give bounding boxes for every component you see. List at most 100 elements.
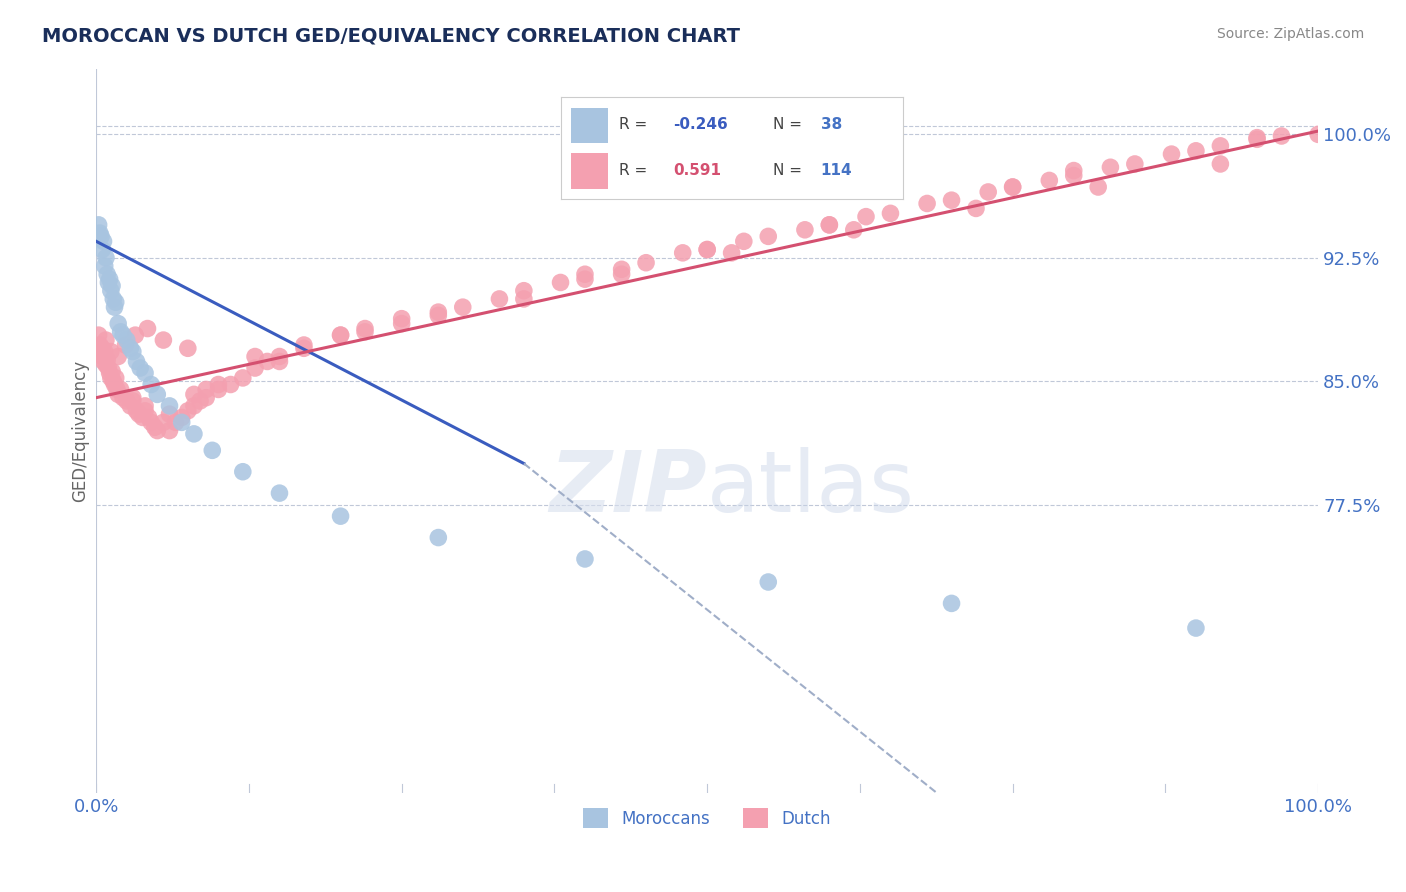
Point [103, 377, 125, 392]
Point [97, 361, 120, 376]
Point [97, 276, 120, 290]
Point [170, 415, 193, 429]
Point [94, 251, 117, 265]
Point [818, 218, 841, 232]
Point [103, 292, 125, 306]
Point [146, 424, 169, 438]
Point [121, 344, 143, 359]
Point [232, 371, 254, 385]
Point [195, 391, 218, 405]
Point [427, 305, 450, 319]
Point [112, 328, 135, 343]
Point [243, 361, 266, 376]
Text: atlas: atlas [707, 447, 915, 530]
Point [1160, 147, 1182, 161]
Point [329, 328, 352, 343]
Point [574, 552, 596, 566]
Point [134, 399, 156, 413]
Point [138, 410, 160, 425]
Point [1001, 180, 1024, 194]
Point [427, 309, 450, 323]
Point [879, 206, 901, 220]
Point [243, 350, 266, 364]
Point [391, 317, 413, 331]
Point [696, 243, 718, 257]
Point [159, 399, 181, 413]
Point [93, 354, 115, 368]
Point [354, 321, 377, 335]
Point [94, 358, 117, 372]
Point [207, 377, 229, 392]
Point [100, 344, 122, 359]
Point [636, 256, 658, 270]
Point [103, 300, 125, 314]
Point [91, 350, 114, 364]
Point [1308, 128, 1330, 142]
Point [965, 202, 987, 216]
Point [146, 387, 169, 401]
Point [733, 235, 755, 249]
Point [329, 328, 352, 343]
Point [110, 325, 132, 339]
Text: ZIP: ZIP [550, 447, 707, 530]
Point [1246, 132, 1268, 146]
Point [141, 377, 163, 392]
Point [101, 364, 124, 378]
Point [100, 371, 122, 385]
Point [1209, 157, 1232, 171]
Point [165, 415, 187, 429]
Point [915, 196, 938, 211]
Point [219, 377, 242, 392]
Point [93, 344, 115, 359]
Point [121, 391, 143, 405]
Point [188, 394, 211, 409]
Point [201, 443, 224, 458]
Point [977, 185, 1000, 199]
Point [124, 328, 146, 343]
Point [1099, 161, 1122, 175]
Point [207, 383, 229, 397]
Point [183, 387, 205, 401]
Point [354, 325, 377, 339]
Point [1246, 130, 1268, 145]
Point [141, 415, 163, 429]
Point [177, 341, 200, 355]
Point [269, 354, 291, 368]
Point [696, 243, 718, 257]
Point [177, 404, 200, 418]
Point [610, 262, 633, 277]
Point [104, 371, 127, 385]
Point [114, 338, 136, 352]
Point [91, 243, 114, 257]
Point [1038, 173, 1060, 187]
Point [90, 229, 112, 244]
Point [1087, 180, 1109, 194]
Point [115, 394, 138, 409]
Point [391, 311, 413, 326]
Point [98, 272, 121, 286]
Point [292, 341, 315, 355]
Point [1063, 169, 1085, 183]
Point [855, 210, 877, 224]
Point [269, 486, 291, 500]
Point [756, 574, 779, 589]
Point [842, 223, 865, 237]
Point [427, 531, 450, 545]
Point [104, 295, 127, 310]
Point [513, 284, 536, 298]
Point [256, 354, 278, 368]
Point [610, 267, 633, 281]
Point [1123, 157, 1146, 171]
Point [170, 410, 193, 425]
Point [125, 404, 148, 418]
Point [87, 328, 110, 343]
Point [159, 424, 181, 438]
Point [134, 404, 156, 418]
Point [143, 420, 166, 434]
Point [112, 391, 135, 405]
Point [110, 383, 132, 397]
Point [159, 407, 181, 421]
Point [941, 596, 963, 610]
Point [90, 344, 112, 359]
Point [1001, 180, 1024, 194]
